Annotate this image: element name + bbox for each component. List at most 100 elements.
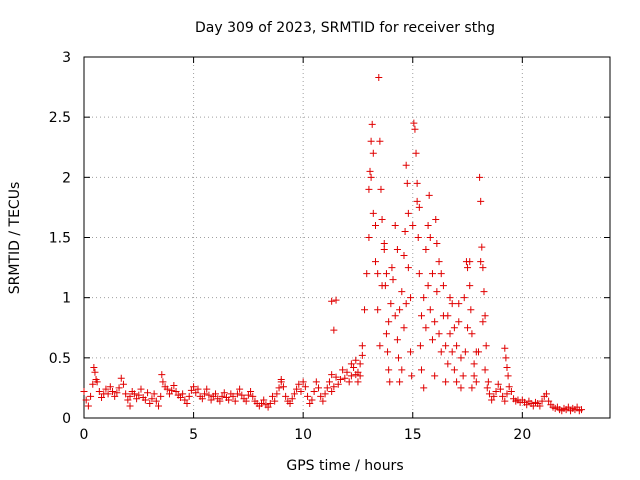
data-point (347, 360, 355, 368)
data-point (442, 378, 450, 386)
data-point (536, 402, 544, 410)
data-point (91, 368, 99, 376)
data-point (179, 390, 187, 398)
data-point (381, 282, 389, 290)
data-point (203, 385, 211, 393)
data-point (425, 191, 433, 199)
data-point (494, 380, 502, 388)
data-point (117, 374, 125, 382)
data-point (133, 395, 141, 403)
data-point (413, 197, 421, 205)
data-point (141, 396, 149, 404)
data-point (341, 374, 349, 382)
data-point (424, 221, 432, 229)
data-point (297, 388, 305, 396)
data-point (130, 390, 138, 398)
data-point (356, 360, 364, 368)
data-point (328, 388, 336, 396)
data-point (477, 197, 485, 205)
y-tick-label: 0 (62, 411, 71, 427)
y-axis-label: SRMTID / TECUs (7, 182, 23, 295)
data-point (332, 296, 340, 304)
data-point (564, 403, 572, 411)
data-point (181, 396, 189, 404)
x-tick-label: 5 (189, 427, 198, 443)
data-point (369, 149, 377, 157)
data-point (460, 294, 468, 302)
data-point (420, 294, 428, 302)
data-point (244, 391, 252, 399)
data-point (277, 375, 285, 383)
grid-lines (84, 57, 610, 418)
data-point (464, 264, 472, 272)
data-point (102, 385, 110, 393)
data-point (354, 368, 362, 376)
data-point (236, 385, 244, 393)
data-point (363, 270, 371, 278)
data-point (354, 378, 362, 386)
data-point (578, 406, 586, 414)
data-point (260, 396, 268, 404)
data-point (378, 215, 386, 223)
data-point (428, 270, 436, 278)
data-point (315, 384, 323, 392)
chart-title: Day 309 of 2023, SRMTID for receiver sth… (195, 20, 495, 36)
data-point (106, 383, 114, 391)
data-point (414, 234, 422, 241)
data-point (95, 388, 103, 396)
data-point (306, 400, 314, 408)
data-point (400, 324, 408, 332)
data-point (504, 372, 512, 380)
data-point (411, 125, 419, 133)
data-point (304, 392, 312, 400)
y-axis: 0 0.5 1 1.5 2 2.5 3 (49, 50, 610, 427)
data-point (503, 390, 511, 398)
x-tick-label: 20 (513, 427, 531, 443)
data-point (418, 366, 426, 374)
data-point (437, 270, 445, 278)
data-point (310, 388, 318, 396)
data-point (104, 390, 112, 398)
data-point (87, 392, 95, 400)
data-point (490, 392, 498, 400)
data-point (396, 306, 404, 314)
data-point (384, 348, 392, 356)
data-point (148, 395, 156, 403)
data-point (92, 375, 100, 383)
data-point (187, 386, 195, 394)
data-point (238, 391, 246, 399)
data-point (108, 388, 116, 396)
data-point (529, 402, 537, 410)
data-point (488, 396, 496, 404)
data-point (385, 366, 393, 374)
data-point (80, 388, 88, 396)
data-point (293, 385, 301, 393)
data-point (481, 312, 489, 320)
data-point (477, 258, 485, 266)
data-point (207, 396, 215, 404)
data-point (290, 390, 298, 398)
data-point (389, 276, 397, 284)
data-point (439, 282, 447, 290)
data-point (457, 354, 465, 362)
data-point (146, 400, 154, 408)
data-point (466, 282, 474, 290)
data-point (347, 372, 355, 380)
data-point (365, 234, 373, 241)
plot-frame (83, 56, 611, 419)
data-point (424, 282, 432, 290)
data-point (407, 348, 415, 356)
data-point (330, 383, 338, 391)
data-point (319, 397, 327, 405)
data-point (225, 396, 233, 404)
data-point (375, 73, 383, 81)
data-point (358, 351, 366, 359)
y-tick-label: 1.5 (49, 231, 71, 247)
data-point (467, 306, 475, 314)
data-point (395, 354, 403, 362)
x-axis-label: GPS time / hours (286, 458, 403, 474)
data-point (407, 294, 415, 302)
data-point (416, 342, 424, 350)
y-tick-label: 2 (62, 170, 71, 186)
data-point (485, 390, 493, 398)
